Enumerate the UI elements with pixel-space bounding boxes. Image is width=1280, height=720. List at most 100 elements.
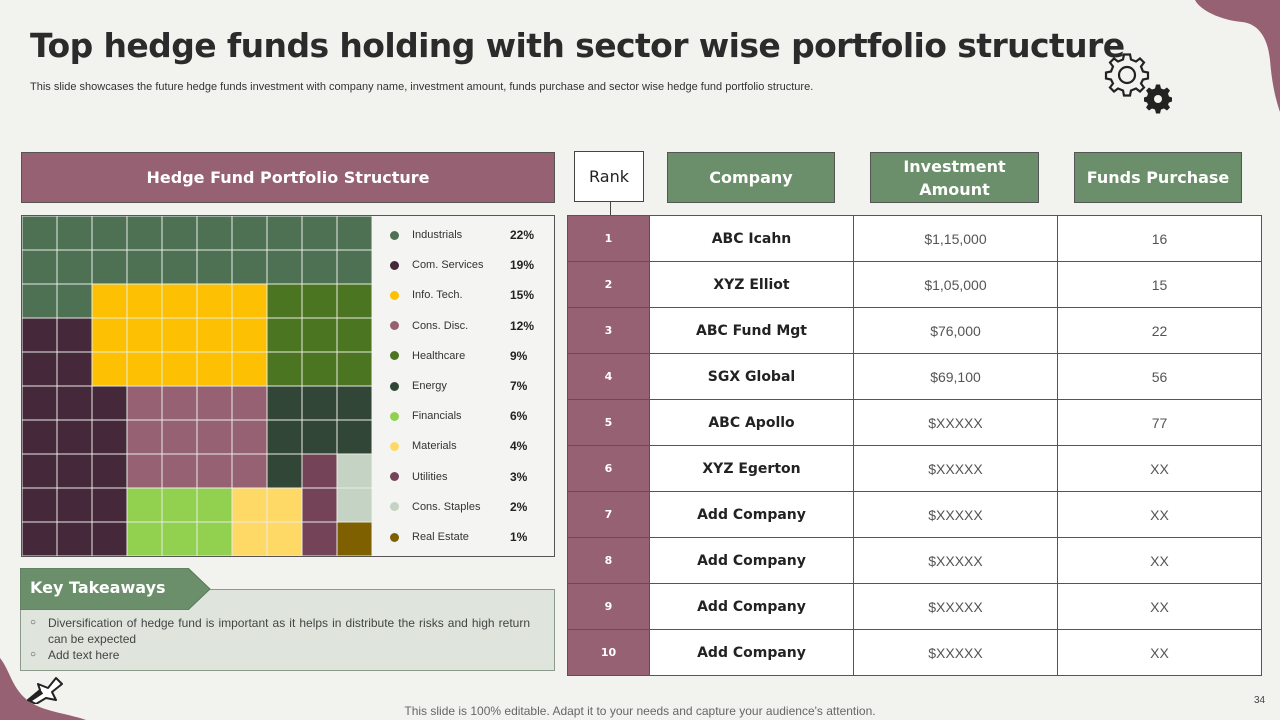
treemap-cell-healthcare [336, 317, 372, 353]
table-row: 5 ABC Apollo $XXXXX 77 [567, 399, 1262, 446]
treemap-cell-industrials [266, 249, 303, 285]
treemap-cell-industrials [196, 249, 233, 285]
legend-dot-icon [390, 502, 399, 512]
investment-cell: $XXXXX [853, 491, 1058, 538]
treemap-cell-com-services [91, 419, 128, 455]
treemap-cell-com-services [22, 351, 58, 387]
treemap-cell-info-tech- [91, 351, 128, 387]
legend-label: Industrials [412, 229, 463, 241]
legend-item: Info. Tech. 15% [372, 280, 554, 310]
treemap-cell-com-services [91, 453, 128, 489]
treemap-cell-info-tech- [161, 317, 198, 353]
company-cell: XYZ Elliot [649, 261, 854, 308]
legend-dot-icon [390, 532, 399, 542]
treemap-cell-industrials [56, 249, 93, 285]
legend-dot-icon [390, 441, 399, 451]
takeaway-item: ○ Diversification of hedge fund is import… [30, 615, 530, 647]
treemap-cell-cons-disc- [231, 419, 268, 455]
rank-cell: 2 [567, 261, 650, 308]
bullet-circle-icon: ○ [30, 649, 37, 660]
treemap-cell-energy [266, 419, 303, 455]
sector-treemap [22, 216, 372, 556]
treemap-cell-info-tech- [91, 317, 128, 353]
treemap-cell-industrials [22, 216, 58, 251]
rank-cell: 6 [567, 445, 650, 492]
treemap-cell-industrials [91, 249, 128, 285]
treemap-cell-cons-disc- [161, 453, 198, 489]
treemap-cell-cons-staples [336, 453, 372, 489]
rank-cell: 10 [567, 629, 650, 676]
treemap-cell-energy [266, 453, 303, 489]
treemap-cell-industrials [266, 216, 303, 251]
legend-value: 19% [510, 258, 535, 273]
treemap-cell-com-services [91, 487, 128, 523]
company-cell: ABC Fund Mgt [649, 307, 854, 354]
treemap-cell-utilities [301, 487, 338, 523]
treemap-cell-info-tech- [91, 283, 128, 319]
legend-label: Utilities [412, 470, 448, 483]
treemap-cell-healthcare [266, 317, 303, 353]
treemap-cell-materials [266, 487, 303, 523]
investment-cell: $XXXXX [853, 629, 1058, 676]
investment-cell: $76,000 [853, 307, 1058, 354]
table-row: 1 ABC Icahn $1,15,000 16 [567, 215, 1262, 262]
legend-value: 22% [510, 228, 535, 242]
footer-note: This slide is 100% editable. Adapt it to… [404, 704, 876, 718]
treemap-cell-healthcare [301, 283, 338, 319]
corner-blob-bottom-left [0, 658, 86, 720]
company-cell: ABC Icahn [649, 215, 854, 262]
company-cell: Add Company [649, 491, 854, 538]
table-row: 4 SGX Global $69,100 56 [567, 353, 1262, 400]
takeaway-text: Diversification of hedge fund is importa… [48, 616, 530, 646]
legend-dot-icon [390, 230, 399, 240]
treemap-cell-cons-disc- [196, 385, 233, 421]
legend-value: 7% [510, 379, 528, 393]
treemap-cell-healthcare [336, 351, 372, 387]
legend-value: 9% [510, 348, 528, 363]
treemap-cell-com-services [22, 453, 58, 489]
company-cell: Add Company [649, 583, 854, 630]
legend-value: 12% [510, 318, 535, 333]
legend-item: Materials 4% [372, 431, 554, 461]
treemap-cell-energy [301, 385, 338, 421]
key-takeaways-list: ○ Diversification of hedge fund is import… [30, 615, 530, 663]
legend-item: Utilities 3% [372, 462, 554, 492]
legend-item: Industrials 22% [372, 220, 554, 250]
treemap-cell-industrials [91, 216, 128, 251]
legend-item: Real Estate 1% [372, 522, 554, 552]
treemap-cell-com-services [56, 317, 93, 353]
treemap-cell-industrials [336, 249, 372, 285]
table-row: 3 ABC Fund Mgt $76,000 22 [567, 307, 1262, 354]
company-column-header: Company [667, 152, 835, 203]
rank-cell: 4 [567, 353, 650, 400]
investment-cell: $XXXXX [853, 537, 1058, 584]
rank-cell: 1 [567, 215, 650, 262]
legend-label: Healthcare [412, 349, 466, 362]
legend-dot-icon [390, 260, 399, 270]
legend-value: 15% [510, 288, 535, 303]
treemap-cell-industrials [336, 216, 372, 251]
treemap-cell-energy [301, 419, 338, 455]
legend-dot-icon [390, 381, 399, 391]
treemap-cell-cons-disc- [196, 453, 233, 489]
legend-value: 6% [510, 409, 528, 424]
legend-item: Energy 7% [372, 371, 554, 401]
funds-cell: XX [1057, 583, 1262, 630]
treemap-cell-com-services [56, 419, 93, 455]
treemap-cell-materials [231, 521, 268, 556]
treemap-cell-com-services [22, 487, 58, 523]
funds-cell: XX [1057, 445, 1262, 492]
treemap-cell-industrials [161, 249, 198, 285]
funds-cell: XX [1057, 491, 1262, 538]
treemap-cell-industrials [231, 249, 268, 285]
investment-cell: $1,05,000 [853, 261, 1058, 308]
treemap-cell-cons-disc- [231, 453, 268, 489]
treemap-cell-info-tech- [161, 283, 198, 319]
treemap-cell-com-services [56, 521, 93, 556]
treemap-cell-financials [161, 521, 198, 556]
treemap-cell-cons-staples [336, 487, 372, 523]
company-cell: XYZ Egerton [649, 445, 854, 492]
key-takeaways-title: Key Takeaways [30, 578, 166, 597]
treemap-cell-materials [266, 521, 303, 556]
treemap-cell-cons-disc- [126, 385, 163, 421]
